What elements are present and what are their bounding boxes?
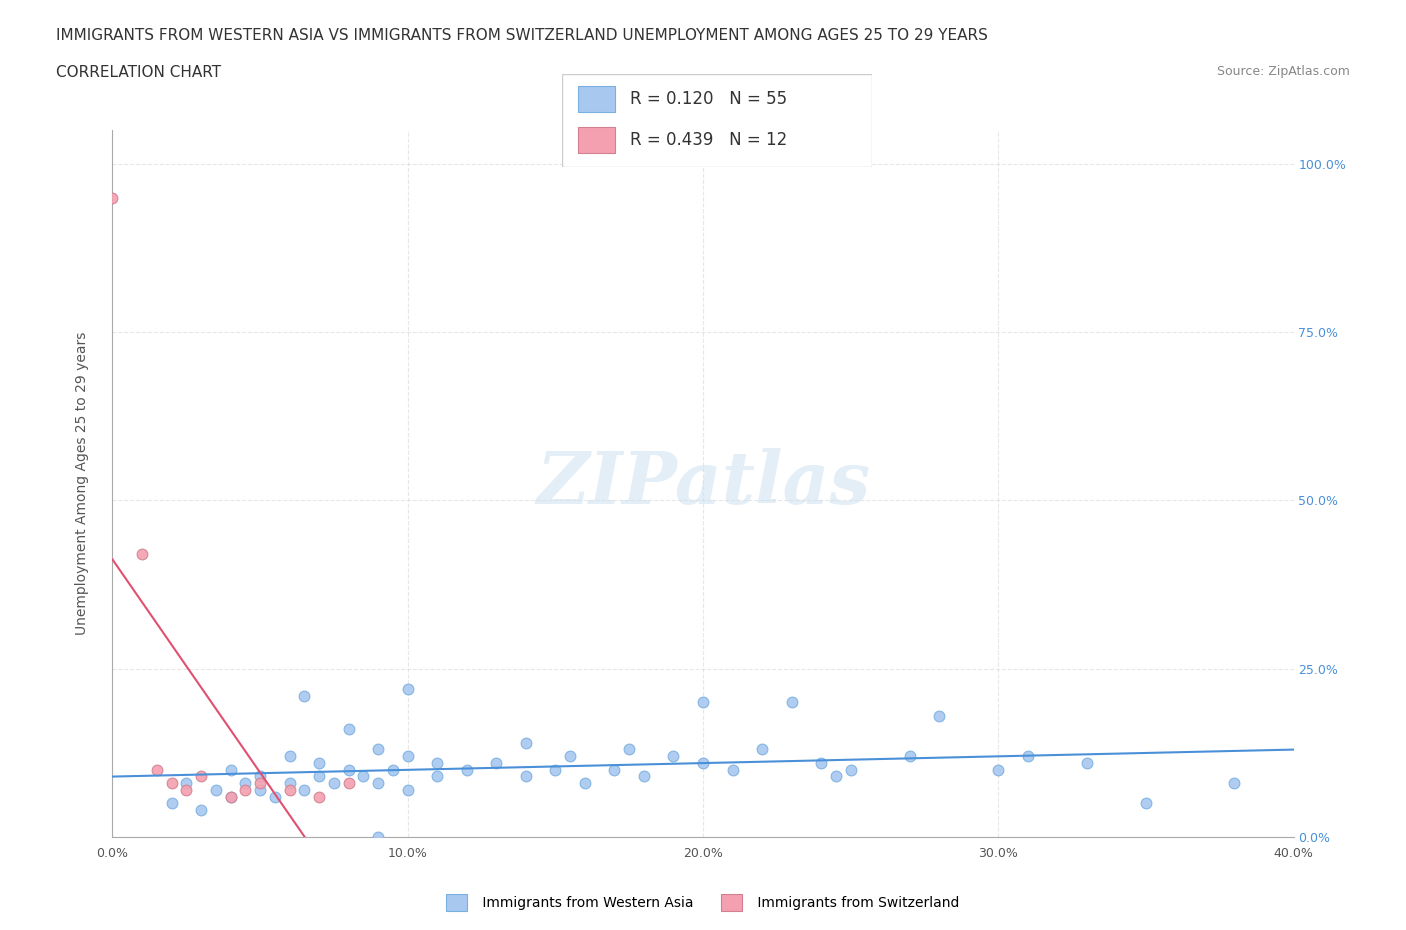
Point — [898, 749, 921, 764]
Point — [160, 776, 183, 790]
Point — [382, 763, 405, 777]
Point — [456, 763, 478, 777]
Point — [367, 742, 389, 757]
Bar — [578, 86, 614, 112]
Point — [278, 749, 301, 764]
Point — [558, 749, 582, 764]
Point — [219, 790, 242, 804]
Point — [928, 709, 950, 724]
Point — [278, 776, 301, 790]
Point — [515, 736, 537, 751]
FancyBboxPatch shape — [562, 74, 872, 167]
Point — [233, 782, 256, 797]
Point — [515, 769, 537, 784]
Point — [337, 763, 360, 777]
Point — [574, 776, 596, 790]
Point — [205, 782, 228, 797]
Point — [190, 803, 212, 817]
Point — [810, 755, 832, 770]
Point — [692, 695, 714, 710]
Point — [292, 782, 315, 797]
Point — [323, 776, 346, 790]
Point — [101, 190, 124, 205]
Point — [692, 755, 714, 770]
Point — [337, 776, 360, 790]
Point — [160, 796, 183, 811]
Point — [987, 763, 1010, 777]
Point — [721, 763, 744, 777]
Point — [190, 769, 212, 784]
Point — [367, 776, 389, 790]
Point — [603, 763, 626, 777]
Point — [174, 782, 197, 797]
Point — [367, 830, 389, 844]
Point — [544, 763, 567, 777]
Point — [824, 769, 846, 784]
Point — [278, 782, 301, 797]
Point — [1076, 755, 1098, 770]
Point — [264, 790, 287, 804]
Point — [131, 547, 153, 562]
Point — [219, 790, 242, 804]
Point — [352, 769, 374, 784]
Text: CORRELATION CHART: CORRELATION CHART — [56, 65, 221, 80]
Point — [146, 763, 169, 777]
Point — [619, 742, 641, 757]
Point — [1135, 796, 1157, 811]
Point — [308, 790, 330, 804]
Point — [249, 776, 271, 790]
Point — [292, 688, 315, 703]
Point — [1223, 776, 1246, 790]
Point — [426, 769, 449, 784]
Point — [751, 742, 773, 757]
Point — [426, 755, 449, 770]
Point — [633, 769, 655, 784]
Point — [780, 695, 803, 710]
Point — [249, 769, 271, 784]
Text: ZIPatlas: ZIPatlas — [536, 448, 870, 519]
Y-axis label: Unemployment Among Ages 25 to 29 years: Unemployment Among Ages 25 to 29 years — [75, 332, 89, 635]
Point — [485, 755, 508, 770]
Text: R = 0.439   N = 12: R = 0.439 N = 12 — [630, 131, 787, 150]
Point — [174, 776, 197, 790]
Point — [249, 782, 271, 797]
Point — [1017, 749, 1039, 764]
Point — [396, 682, 419, 697]
Point — [396, 782, 419, 797]
Text: Source: ZipAtlas.com: Source: ZipAtlas.com — [1216, 65, 1350, 78]
Bar — [578, 127, 614, 153]
Point — [233, 776, 256, 790]
Point — [219, 763, 242, 777]
Point — [662, 749, 685, 764]
Text: R = 0.120   N = 55: R = 0.120 N = 55 — [630, 89, 787, 108]
Point — [396, 749, 419, 764]
Point — [839, 763, 862, 777]
Point — [337, 722, 360, 737]
Text: IMMIGRANTS FROM WESTERN ASIA VS IMMIGRANTS FROM SWITZERLAND UNEMPLOYMENT AMONG A: IMMIGRANTS FROM WESTERN ASIA VS IMMIGRAN… — [56, 28, 988, 43]
Point — [308, 769, 330, 784]
Point — [308, 755, 330, 770]
Legend:  Immigrants from Western Asia,  Immigrants from Switzerland: Immigrants from Western Asia, Immigrants… — [440, 888, 966, 916]
